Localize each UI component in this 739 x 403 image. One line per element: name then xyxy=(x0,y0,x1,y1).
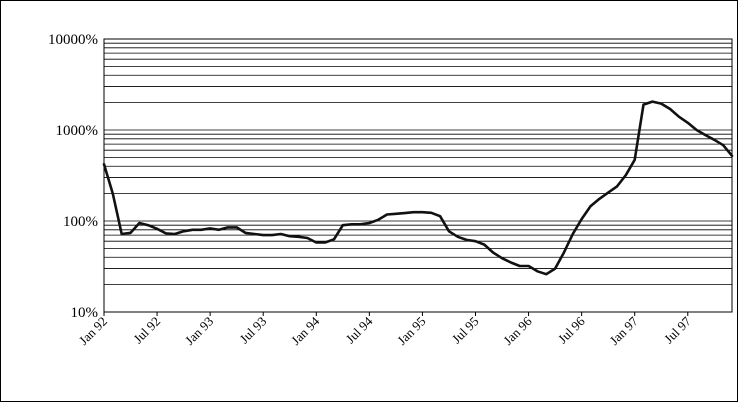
y-tick-label: 10000% xyxy=(48,32,98,48)
y-tick-label: 1000% xyxy=(56,123,99,139)
y-tick-label: 100% xyxy=(63,214,98,230)
